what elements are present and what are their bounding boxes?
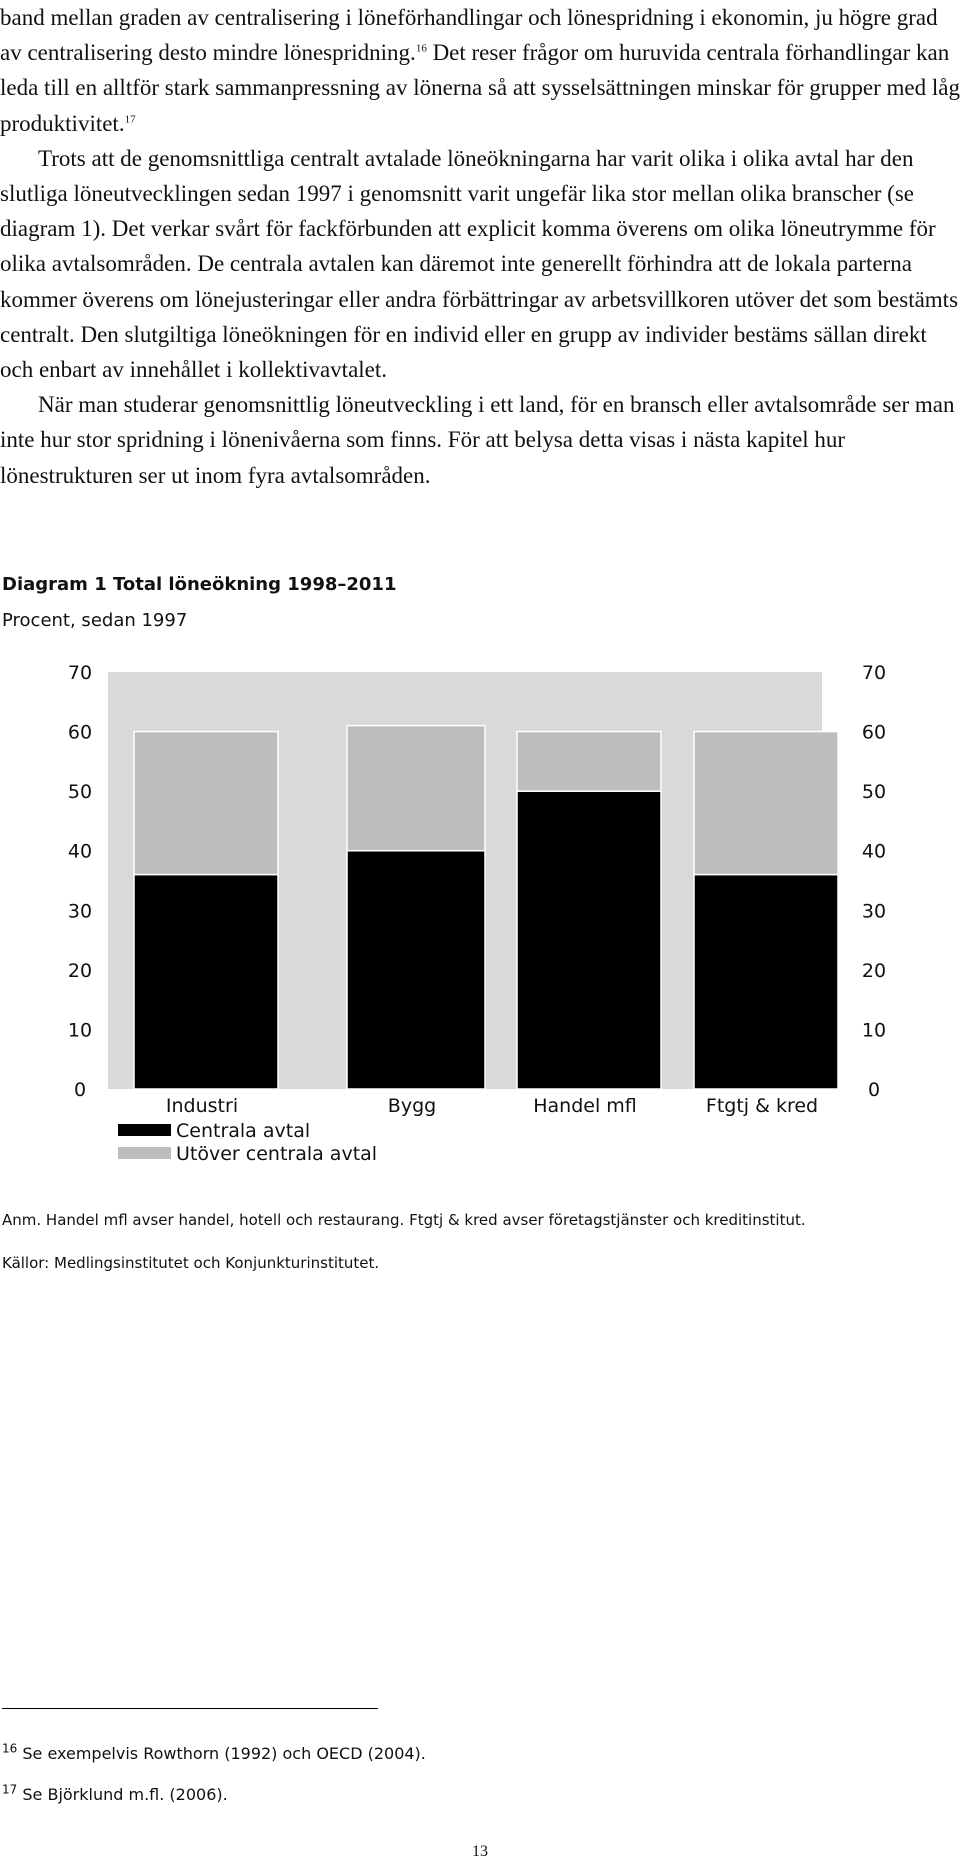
body-text: band mellan graden av centralisering i l… (0, 0, 960, 493)
y-tick-label-left: 30 (68, 900, 92, 922)
y-tick-label-right: 50 (862, 781, 886, 803)
y-tick-label-left: 10 (68, 1019, 92, 1041)
bar-segment-utover-centrala-avtal (346, 724, 486, 852)
bar-segment-centrala-avtal (133, 873, 279, 1090)
page-number: 13 (472, 1843, 488, 1860)
x-category-label: Industri (166, 1095, 238, 1117)
bar-segment-utover-centrala-avtal (133, 730, 279, 876)
chart-sources: Källor: Medlingsinstitutet och Konjunktu… (2, 1254, 380, 1272)
footnote-16: 16 Se exempelvis Rowthorn (1992) och OEC… (2, 1741, 426, 1763)
paragraph-2: Trots att de genomsnittliga centralt avt… (0, 145, 959, 383)
bar-segment-centrala-avtal (516, 790, 662, 1090)
paragraph-1-text-b: Det reser frågor om huruvida centrala fö… (0, 40, 960, 136)
footnote-divider (2, 1708, 378, 1709)
footnote-ref-16[interactable]: 16 (415, 42, 427, 55)
footnote-ref-17[interactable]: 17 (124, 112, 136, 125)
y-tick-label-left: 0 (74, 1079, 86, 1101)
legend-label: Utöver centrala avtal (176, 1143, 377, 1165)
bar-segment-utover-centrala-avtal (693, 730, 839, 876)
bar-segment-utover-centrala-avtal (516, 730, 662, 792)
footnote-17: 17 Se Björklund m.fl. (2006). (2, 1782, 228, 1804)
paragraph-3: När man studerar genomsnittlig löneutvec… (0, 392, 955, 488)
legend-swatch (118, 1124, 171, 1136)
footnote-16-text: Se exempelvis Rowthorn (1992) och OECD (… (22, 1744, 426, 1763)
y-tick-label-left: 50 (68, 781, 92, 803)
footnote-17-text: Se Björklund m.fl. (2006). (22, 1785, 228, 1804)
y-tick-label-right: 20 (862, 960, 886, 982)
legend-swatch (118, 1147, 171, 1159)
y-tick-label-right: 40 (862, 841, 886, 863)
bar-segment-centrala-avtal (693, 873, 839, 1090)
y-tick-label-right: 30 (862, 900, 886, 922)
footnote-16-number: 16 (2, 1741, 18, 1756)
chart-note: Anm. Handel mfl avser handel, hotell och… (2, 1211, 806, 1229)
y-tick-label-left: 70 (68, 662, 92, 684)
y-tick-label-right: 60 (862, 722, 886, 744)
chart-subtitle: Procent, sedan 1997 (2, 610, 188, 631)
y-tick-label-right: 10 (862, 1019, 886, 1041)
legend-label: Centrala avtal (176, 1120, 310, 1142)
bar-segment-centrala-avtal (346, 849, 486, 1090)
y-tick-label-right: 70 (862, 662, 886, 684)
x-category-label: Bygg (388, 1095, 436, 1117)
y-tick-label-left: 20 (68, 960, 92, 982)
y-tick-label-left: 40 (68, 841, 92, 863)
y-tick-label-right: 0 (868, 1079, 880, 1101)
y-tick-label-left: 60 (68, 722, 92, 744)
x-category-label: Ftgtj & kred (706, 1095, 818, 1117)
x-category-label: Handel mfl (533, 1095, 637, 1117)
paragraph-1: band mellan graden av centralisering i l… (0, 0, 960, 141)
paragraph-1-text-a: band mellan graden av centralisering i l… (0, 5, 938, 66)
stacked-bar-chart: 0 0 10 10 20 20 30 30 40 40 50 50 60 60 70 70 Industri By… (68, 662, 886, 1165)
footnote-17-number: 17 (2, 1782, 18, 1797)
chart-title: Diagram 1 Total löneökning 1998–2011 (2, 574, 397, 595)
